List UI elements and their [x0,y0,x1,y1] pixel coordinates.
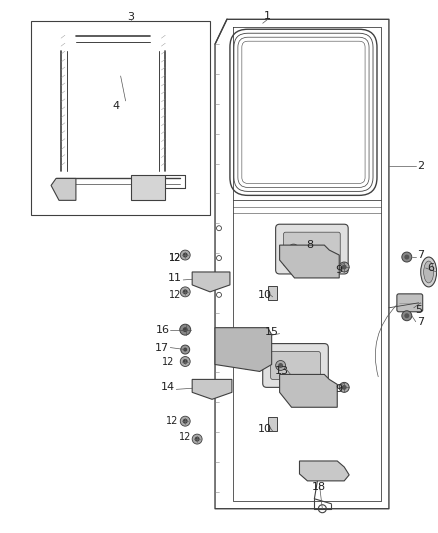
Polygon shape [131,175,165,200]
Circle shape [404,255,409,260]
Bar [268,417,277,431]
Circle shape [183,359,188,364]
Circle shape [183,289,188,294]
Circle shape [291,247,296,252]
Bar [268,286,277,300]
Text: 9: 9 [336,384,343,394]
Ellipse shape [421,257,437,287]
Circle shape [180,357,190,367]
Circle shape [180,324,191,335]
Text: 5: 5 [415,305,422,315]
Circle shape [180,250,190,260]
Circle shape [402,311,412,321]
Circle shape [278,363,283,368]
Text: 15: 15 [265,327,279,337]
Text: 7: 7 [417,250,424,260]
Circle shape [307,386,318,397]
Text: 3: 3 [127,12,134,22]
Circle shape [180,416,190,426]
Polygon shape [279,375,337,407]
FancyBboxPatch shape [271,352,320,379]
Circle shape [192,434,202,444]
Circle shape [404,313,409,318]
Polygon shape [192,379,232,399]
Ellipse shape [424,261,434,283]
Circle shape [180,287,190,297]
Circle shape [206,387,214,395]
Polygon shape [192,272,230,292]
FancyBboxPatch shape [263,344,328,387]
Circle shape [342,385,347,390]
Text: 9: 9 [336,265,343,275]
FancyBboxPatch shape [283,232,340,266]
Text: 10: 10 [258,424,272,434]
Text: 12: 12 [169,253,181,263]
Text: 12: 12 [179,432,191,442]
Text: 12: 12 [169,290,181,300]
Text: 17: 17 [155,343,170,352]
Text: 8: 8 [306,240,313,250]
Circle shape [183,348,187,352]
Text: 14: 14 [161,382,175,392]
Text: 13: 13 [275,367,289,376]
Circle shape [339,262,349,272]
Circle shape [183,253,188,257]
Text: 12: 12 [169,253,181,263]
Text: 7: 7 [417,317,424,327]
Circle shape [339,382,349,392]
Polygon shape [279,245,339,278]
Polygon shape [215,328,272,372]
Polygon shape [51,179,76,200]
Circle shape [289,244,298,254]
Circle shape [183,419,188,424]
Text: 12: 12 [166,416,179,426]
Text: 16: 16 [155,325,170,335]
Text: 11: 11 [168,273,182,283]
Circle shape [181,345,190,354]
Circle shape [206,279,214,287]
Bar [31,21,210,215]
Circle shape [194,437,200,441]
FancyBboxPatch shape [397,294,423,312]
Circle shape [276,360,286,370]
Text: 12: 12 [162,357,174,367]
Text: 6: 6 [427,263,434,273]
Circle shape [309,257,319,267]
Circle shape [241,344,249,352]
Text: 4: 4 [112,101,119,111]
Circle shape [342,264,347,270]
Text: 18: 18 [312,482,326,492]
FancyBboxPatch shape [276,224,348,274]
Polygon shape [300,461,349,481]
Circle shape [402,252,412,262]
Circle shape [183,327,188,332]
Text: 2: 2 [417,160,424,171]
Text: 1: 1 [264,11,271,21]
Text: 10: 10 [258,290,272,300]
